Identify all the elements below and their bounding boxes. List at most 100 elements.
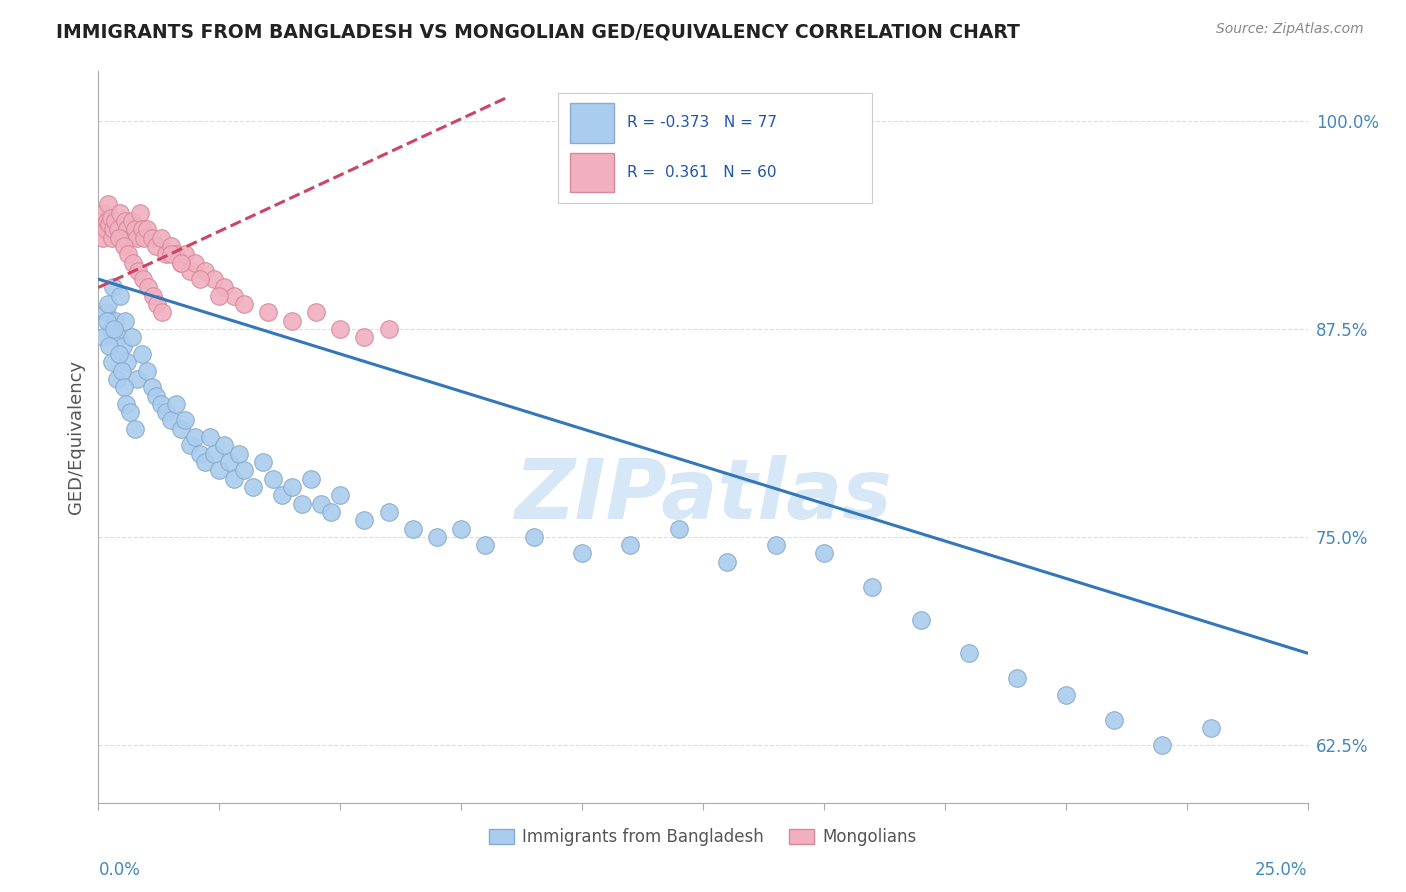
Point: [115, 397, 138, 411]
Point: [218, 455, 240, 469]
Point: [155, 247, 177, 261]
Point: [94, 222, 117, 236]
Point: [155, 405, 177, 419]
Point: [256, 305, 278, 319]
Point: [150, 230, 173, 244]
Point: [188, 447, 211, 461]
Point: [118, 230, 141, 244]
Point: [108, 205, 131, 219]
Point: [1102, 713, 1125, 727]
Point: [194, 455, 217, 469]
Point: [232, 463, 254, 477]
Point: [91, 230, 114, 244]
Point: [128, 205, 150, 219]
Point: [105, 372, 128, 386]
Point: [101, 222, 124, 236]
Point: [107, 230, 129, 244]
Point: [309, 497, 332, 511]
Point: [104, 214, 127, 228]
Point: [169, 422, 191, 436]
Point: [813, 546, 835, 560]
Point: [619, 538, 641, 552]
Point: [150, 397, 173, 411]
Point: [141, 230, 163, 244]
Point: [111, 339, 134, 353]
Point: [94, 305, 117, 319]
Point: [271, 488, 294, 502]
Point: [127, 372, 149, 386]
Point: [232, 297, 254, 311]
Point: [114, 314, 136, 328]
Point: [957, 646, 980, 660]
Point: [131, 347, 153, 361]
Point: [204, 272, 226, 286]
Point: [208, 289, 231, 303]
Point: [165, 397, 187, 411]
Point: [305, 305, 328, 319]
Point: [194, 264, 217, 278]
Point: [450, 522, 472, 536]
Point: [91, 330, 114, 344]
Point: [329, 322, 352, 336]
Point: [150, 305, 173, 319]
Point: [281, 480, 304, 494]
Point: [169, 255, 191, 269]
Point: [112, 239, 135, 253]
Point: [262, 472, 284, 486]
Point: [212, 438, 235, 452]
Point: [319, 505, 342, 519]
Point: [142, 289, 165, 303]
Point: [107, 347, 129, 361]
Point: [117, 247, 139, 261]
Point: [179, 264, 201, 278]
Point: [212, 280, 235, 294]
Point: [145, 388, 167, 402]
Point: [353, 330, 375, 344]
Point: [222, 472, 245, 486]
Point: [146, 297, 169, 311]
Text: 0.0%: 0.0%: [98, 861, 141, 879]
Point: [135, 222, 157, 236]
Point: [1007, 671, 1029, 685]
Point: [103, 322, 125, 336]
Point: [242, 480, 264, 494]
Point: [111, 363, 134, 377]
Point: [141, 380, 163, 394]
Point: [222, 289, 245, 303]
Point: [107, 222, 129, 236]
Point: [98, 339, 121, 353]
Point: [426, 530, 449, 544]
Point: [208, 463, 231, 477]
Point: [136, 280, 159, 294]
Point: [90, 222, 112, 236]
Point: [112, 380, 135, 394]
Text: IMMIGRANTS FROM BANGLADESH VS MONGOLIAN GED/EQUIVALENCY CORRELATION CHART: IMMIGRANTS FROM BANGLADESH VS MONGOLIAN …: [56, 22, 1021, 41]
Point: [96, 314, 118, 328]
Point: [131, 222, 153, 236]
Point: [165, 247, 187, 261]
Point: [117, 222, 139, 236]
Point: [121, 214, 143, 228]
Point: [118, 405, 141, 419]
Point: [329, 488, 352, 502]
Point: [474, 538, 496, 552]
Point: [377, 505, 399, 519]
Point: [97, 197, 120, 211]
Point: [108, 289, 131, 303]
Point: [104, 314, 127, 328]
Point: [91, 214, 114, 228]
Point: [860, 580, 883, 594]
Point: [121, 330, 143, 344]
Point: [174, 247, 197, 261]
Y-axis label: GED/Equivalency: GED/Equivalency: [66, 360, 84, 514]
Point: [122, 255, 145, 269]
Point: [111, 230, 134, 244]
Point: [107, 330, 129, 344]
Point: [132, 272, 155, 286]
Point: [716, 555, 738, 569]
Point: [377, 322, 399, 336]
Point: [184, 430, 207, 444]
Point: [114, 214, 136, 228]
Point: [98, 217, 121, 231]
Point: [1054, 688, 1077, 702]
